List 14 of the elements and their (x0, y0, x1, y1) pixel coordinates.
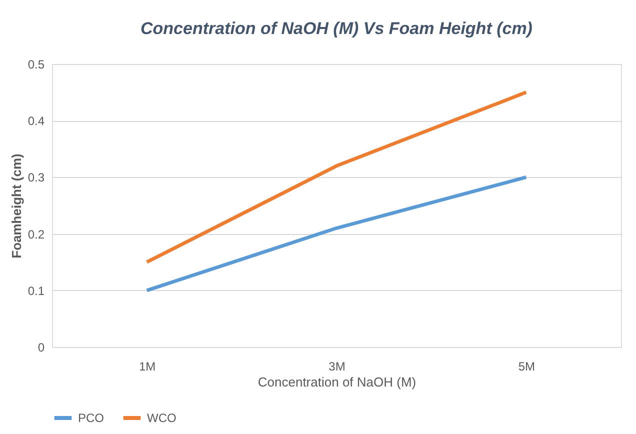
x-tick-label: 1M (138, 360, 156, 374)
legend-label: WCO (147, 411, 176, 425)
y-tick-label: 0.2 (28, 227, 45, 242)
y-tick-label: 0 (38, 340, 45, 354)
y-tick-label: 0.4 (28, 114, 45, 128)
x-axis-title: Concentration of NaOH (M) (258, 374, 416, 390)
y-tick-label: 0.1 (28, 284, 45, 298)
legend-label: PCO (78, 411, 104, 425)
x-tick-label: 3M (328, 360, 346, 374)
y-tick-label: 0.3 (28, 170, 45, 185)
chart-title: Concentration of NaOH (M) Vs Foam Height (cm) (140, 19, 533, 38)
y-tick-label: 0.5 (28, 58, 45, 72)
y-axis-title: Foamheight (cm) (8, 154, 24, 258)
x-tick-label: 5M (518, 360, 536, 374)
